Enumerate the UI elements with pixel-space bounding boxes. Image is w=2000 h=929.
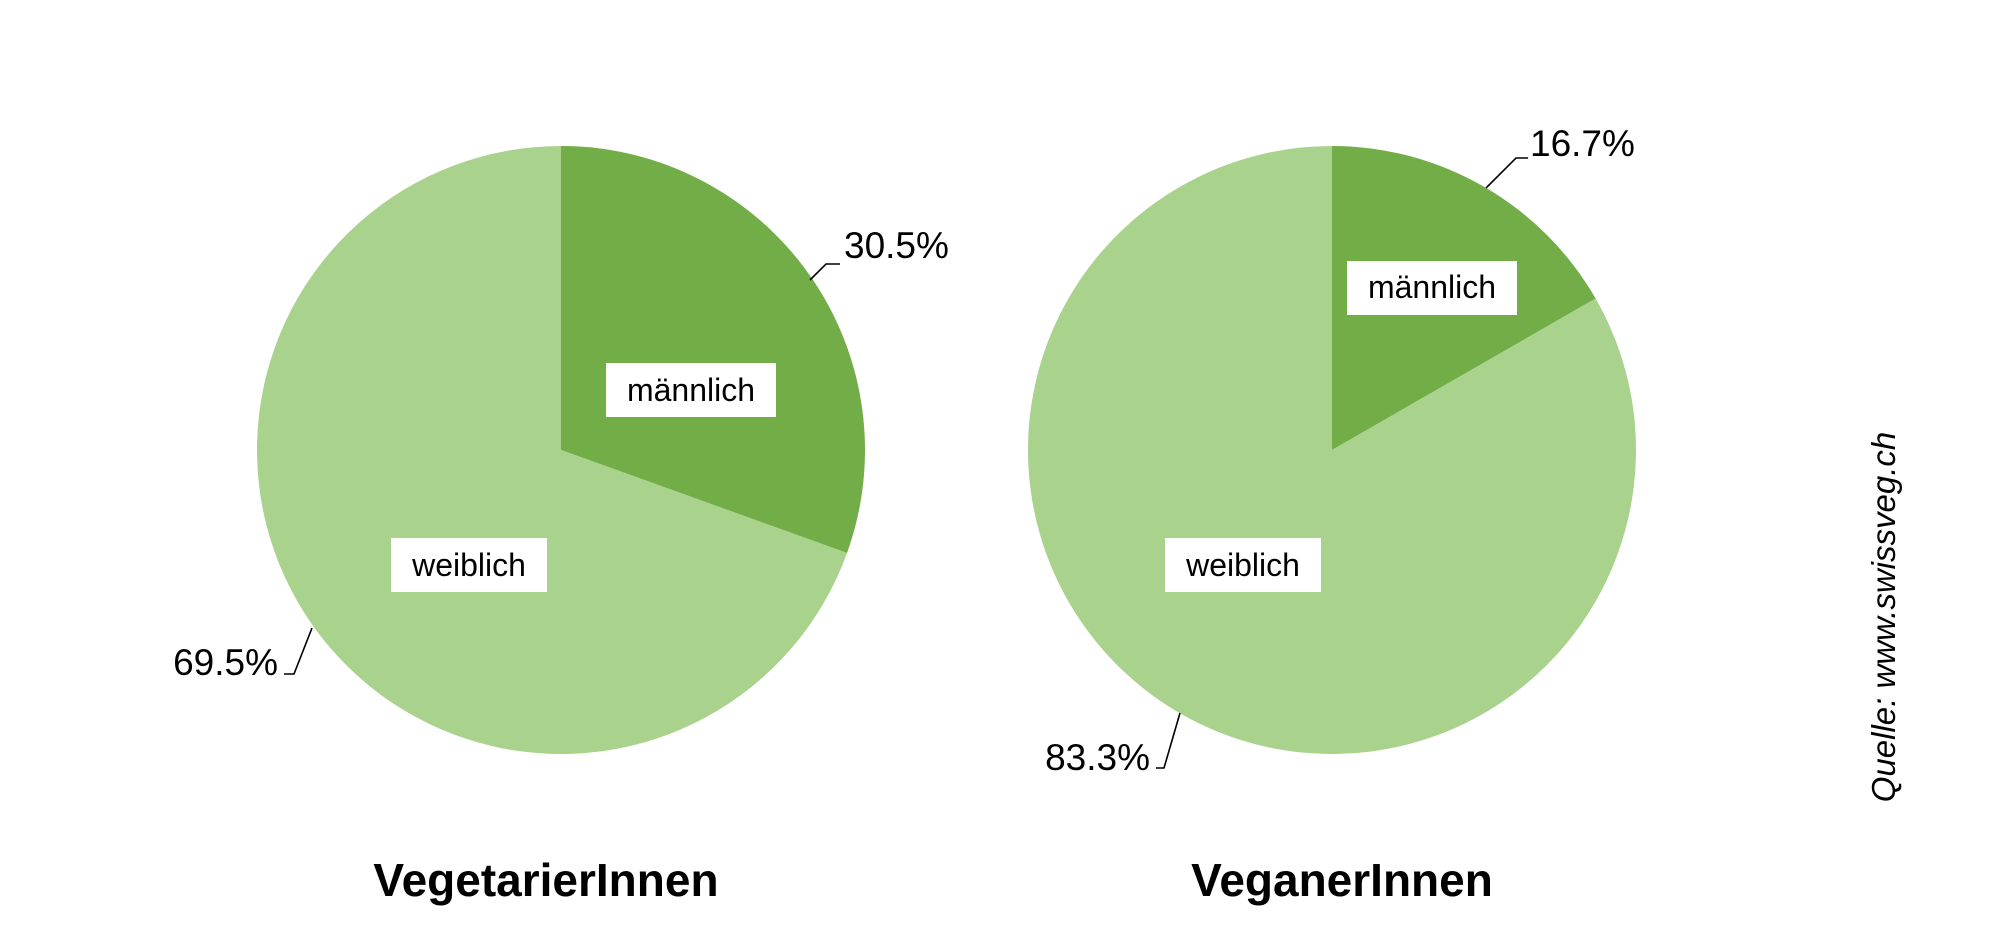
source-note: Quelle: www.swissveg.ch bbox=[1865, 432, 1902, 802]
leader-line-weiblich bbox=[1156, 712, 1181, 769]
cat-label-maennlich: männlich bbox=[627, 372, 755, 408]
cat-label-box-maennlich bbox=[1347, 261, 1517, 315]
cat-label-box-weiblich bbox=[1165, 538, 1321, 592]
chart-title-veganerinnen: VeganerInnen bbox=[1191, 854, 1493, 906]
cat-label-box-maennlich bbox=[606, 363, 776, 417]
pct-label-weiblich: 83.3% bbox=[1045, 737, 1150, 778]
leader-line-maennlich bbox=[809, 263, 840, 281]
pie-slice-weiblich bbox=[257, 146, 848, 754]
cat-label-weiblich: weiblich bbox=[411, 547, 526, 583]
chart-title-vegetarierinnen: VegetarierInnen bbox=[373, 854, 718, 906]
cat-label-weiblich: weiblich bbox=[1185, 547, 1300, 583]
pie-slice-weiblich bbox=[1028, 146, 1637, 754]
cat-label-maennlich: männlich bbox=[1368, 269, 1496, 305]
pie-chart-vegetarierinnen: 30.5% 69.5% männlich weiblich Vegetarier… bbox=[173, 146, 949, 906]
pie-chart-veganerinnen: 16.7% 83.3% männlich weiblich VeganerInn… bbox=[1028, 123, 1637, 906]
pie-slice-maennlich bbox=[561, 146, 866, 553]
leader-line-maennlich bbox=[1485, 157, 1528, 189]
pct-label-weiblich: 69.5% bbox=[173, 642, 278, 683]
pct-label-maennlich: 30.5% bbox=[844, 225, 949, 266]
cat-label-box-weiblich bbox=[391, 538, 547, 592]
leader-line-weiblich bbox=[284, 627, 313, 675]
pct-label-maennlich: 16.7% bbox=[1530, 123, 1635, 164]
